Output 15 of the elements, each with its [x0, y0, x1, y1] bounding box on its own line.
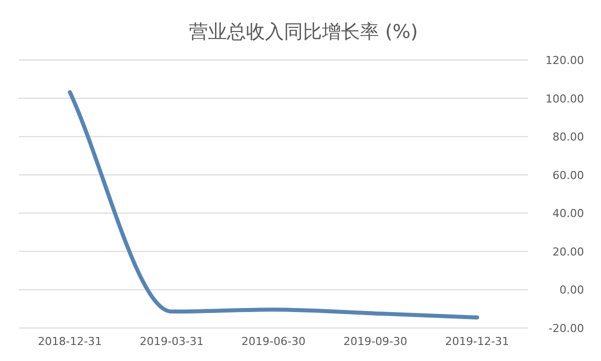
- y-tick-label: 0.00: [560, 284, 584, 297]
- chart-title: 营业总收入同比增长率 (%): [189, 21, 418, 43]
- x-tick-label: 2019-06-30: [242, 335, 306, 348]
- y-tick-label: -20.00: [548, 322, 584, 335]
- y-tick-label: 40.00: [552, 207, 584, 220]
- y-tick-label: 60.00: [552, 168, 584, 182]
- x-tick-label: 2018-12-31: [38, 335, 102, 348]
- y-tick-label: 20.00: [552, 245, 584, 258]
- x-tick-label: 2019-09-30: [343, 335, 408, 348]
- x-tick-label: 2019-03-31: [140, 335, 204, 348]
- y-tick-label: 100.00: [546, 92, 584, 106]
- line-series: [68, 90, 480, 320]
- x-tick-label: 2019-12-31: [445, 335, 510, 348]
- y-tick-label: 120.00: [546, 54, 584, 67]
- y-tick-label: 80.00: [552, 130, 584, 144]
